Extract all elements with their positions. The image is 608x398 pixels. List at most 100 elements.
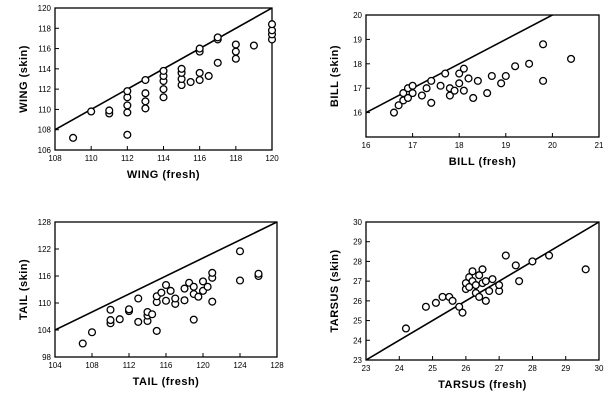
- bill-data-point: [459, 86, 468, 95]
- tarsus-y-tick-label: 27: [353, 277, 362, 286]
- tarsus-data-point: [431, 298, 440, 307]
- bill-data-point: [483, 89, 492, 98]
- tail-data-point: [198, 277, 208, 286]
- bill-data-point: [399, 89, 408, 98]
- tail-data-point: [235, 247, 245, 256]
- bill-y-tick-label: 19: [353, 35, 362, 44]
- bill-data-point: [422, 84, 431, 93]
- bill-data-point: [469, 93, 478, 103]
- tarsus-x-tick-label: 29: [561, 364, 570, 373]
- tail-reference-line: [55, 222, 277, 331]
- tarsus-y-tick-label: 30: [353, 218, 362, 227]
- tarsus-x-axis-label: TARSUS (fresh): [438, 379, 527, 391]
- wing-x-tick-label: 112: [121, 154, 134, 163]
- tail-x-tick-label: 120: [196, 361, 210, 370]
- tarsus-data-point: [421, 302, 430, 311]
- tarsus-data-point: [458, 308, 467, 317]
- wing-x-tick-label: 110: [85, 154, 98, 163]
- tarsus-y-tick-label: 29: [353, 238, 362, 247]
- wing-data-point: [159, 93, 168, 102]
- wing-data-point: [249, 41, 258, 50]
- wing-data-point: [231, 54, 240, 63]
- wing-data-point: [204, 71, 213, 81]
- bill-data-point: [436, 81, 445, 90]
- tail-data-point: [180, 296, 189, 305]
- bill-x-tick-label: 19: [501, 141, 510, 150]
- tail-x-tick-label: 128: [270, 361, 284, 370]
- bill-plot-frame: [365, 14, 600, 138]
- bill-y-tick-label: 20: [353, 11, 362, 20]
- bill-data-point: [408, 81, 417, 90]
- wing-data-point: [87, 107, 96, 116]
- bill-data-point: [427, 98, 436, 107]
- bill-data-point: [525, 59, 534, 68]
- bill-x-tick-label: 17: [408, 141, 417, 150]
- wing-y-tick-label: 106: [38, 146, 52, 155]
- tail-x-tick-label: 124: [233, 361, 247, 370]
- wing-data-point: [213, 58, 222, 67]
- tail-data-point: [161, 296, 171, 305]
- bill-y-tick-label: 17: [353, 84, 362, 93]
- tarsus-y-tick-label: 28: [353, 257, 362, 266]
- tarsus-data-point: [515, 277, 524, 286]
- wing-y-tick-label: 118: [38, 24, 51, 33]
- wing-data-point: [123, 108, 132, 117]
- tarsus-panel: 23 24 25 26 27 28 29 30 23 24 25 26 27 28 29 30 TARSUS (…: [329, 218, 604, 391]
- bill-panel: 16 17 18 19 20 21 16 17 18 19 20 BILL (fresh) BILL (…: [329, 11, 604, 168]
- bill-data-point: [455, 79, 464, 88]
- tarsus-x-tick-label: 27: [495, 364, 504, 373]
- tarsus-data-point: [511, 261, 520, 270]
- bill-data-point: [501, 71, 510, 81]
- wing-data-point: [123, 101, 132, 110]
- wing-data-point: [231, 47, 240, 56]
- tail-x-tick-label: 104: [48, 361, 62, 370]
- tail-data-point: [194, 292, 203, 301]
- tarsus-data-point: [471, 281, 480, 290]
- tarsus-data-point: [455, 302, 464, 311]
- wing-y-tick-label: 110: [38, 105, 51, 114]
- tarsus-reference-line: [366, 222, 599, 360]
- tarsus-x-tick-label: 24: [395, 364, 404, 373]
- tail-data-point: [208, 297, 217, 306]
- tail-data-point: [203, 282, 212, 291]
- tail-data-point: [189, 315, 198, 324]
- bill-x-axis-label: BILL (fresh): [449, 156, 517, 168]
- bill-data-point: [417, 91, 426, 100]
- tarsus-x-tick-label: 30: [595, 364, 604, 373]
- tail-y-axis-label: TAIL (skin): [18, 259, 30, 320]
- wing-data-point: [123, 87, 132, 96]
- wing-data-point: [267, 20, 277, 29]
- tail-y-tick-label: 116: [38, 272, 51, 281]
- bill-x-tick-label: 18: [455, 141, 464, 150]
- bill-x-tick-label: 16: [362, 141, 371, 150]
- tail-data-point: [148, 310, 157, 319]
- bill-data-point: [497, 79, 506, 88]
- tail-data-point: [134, 317, 143, 326]
- tail-data-point: [208, 268, 217, 277]
- tarsus-data-point: [475, 271, 484, 280]
- tarsus-y-tick-label: 23: [353, 356, 362, 365]
- tarsus-y-tick-label: 24: [353, 336, 362, 345]
- wing-x-tick-label: 116: [193, 154, 206, 163]
- tarsus-data-point: [501, 251, 510, 260]
- bill-data-point: [441, 69, 450, 78]
- bill-data-point: [473, 76, 482, 85]
- wing-data-point: [195, 75, 204, 85]
- tail-x-tick-label: 108: [85, 361, 99, 370]
- tail-data-point: [254, 269, 263, 278]
- tarsus-data-point: [475, 292, 484, 301]
- bill-x-tick-label: 21: [595, 141, 604, 150]
- bill-data-point: [459, 64, 468, 73]
- tarsus-data-point: [545, 251, 554, 260]
- bill-data-point: [539, 76, 548, 85]
- bill-data-point: [487, 71, 496, 81]
- tail-data-point: [106, 305, 115, 314]
- tail-panel: 104 108 112 116 120 124 12898104110116122128TA…: [18, 218, 284, 388]
- tail-y-tick-label: 98: [42, 353, 51, 362]
- tarsus-data-point: [468, 267, 477, 276]
- wing-data-point: [213, 33, 222, 42]
- wing-x-tick-label: 118: [229, 154, 242, 163]
- wing-y-tick-label: 116: [38, 45, 51, 54]
- tarsus-data-point: [478, 265, 487, 274]
- wing-data-point: [123, 130, 132, 139]
